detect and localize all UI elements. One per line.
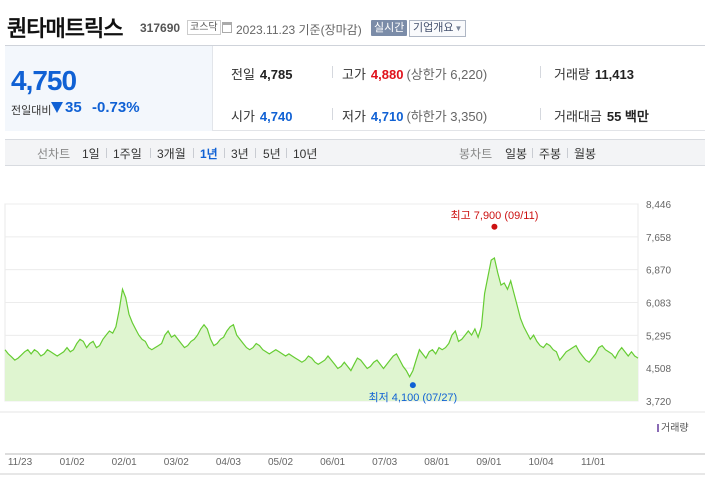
volume-legend-label: 거래량 [661,423,689,434]
prev-close: 전일 4,785 [231,64,292,83]
tab-period-1y[interactable]: 1년 [200,147,218,161]
low-label: 저가 [342,109,366,124]
tab-candle-monthly[interactable]: 월봉 [574,147,597,161]
tab-period-3y[interactable]: 3년 [231,147,249,161]
calendar-icon [222,22,232,33]
x-tick-label: 11/01 [581,457,606,468]
low-value: 4,710 [370,109,404,124]
x-tick-label: 09/01 [476,457,501,468]
current-price-box: 4,750 전일대비 35 -0.73% [5,46,213,131]
high-price: 고가 4,880 (상한가 6,220) [342,64,487,83]
x-tick-label: 03/02 [164,457,189,468]
stock-name: 퀀타매트릭스 [7,16,123,41]
diff-amount: 35 [65,99,82,116]
y-tick-label: 6,870 [646,266,671,277]
x-tick-label: 07/03 [372,457,397,468]
market-badge: 코스닥 [187,20,221,35]
tab-candle-daily[interactable]: 일봉 [505,147,528,161]
open-price: 시가 4,740 [231,106,292,125]
divider [532,148,533,158]
high-marker [491,223,498,230]
chart-tabs: 선차트 1일 1주일 3개월 1년 3년 5년 10년 봉차트 일봉 주봉 월봉 [5,139,705,166]
divider [193,148,194,158]
high-value: 4,880 [370,67,404,82]
open-label: 시가 [231,109,255,124]
divider [332,66,333,78]
y-tick-label: 3,720 [646,397,671,408]
x-tick-label: 10/04 [528,457,553,468]
y-tick-label: 7,658 [646,233,671,244]
date-text: 2023.11.23 기준(장마감) [236,23,362,37]
x-tick-label: 04/03 [216,457,241,468]
x-tick-label: 11/23 [8,457,33,468]
volume-legend: 거래량 [657,419,689,434]
price-line [4,257,639,379]
trade-amount: 거래대금 55 백만 [554,106,649,125]
company-overview-label: 기업개요 [413,22,454,34]
x-tick-label: 08/01 [424,457,449,468]
divider [150,148,151,158]
divider [540,108,541,120]
tab-period-5y[interactable]: 5년 [263,147,281,161]
divider [224,148,225,158]
line-chart-label: 선차트 [37,147,71,161]
open-value: 4,740 [259,109,293,124]
volume-label: 거래량 [554,67,590,82]
y-tick-label: 5,295 [646,331,671,342]
current-price: 4,750 [11,65,77,96]
divider [286,148,287,158]
company-overview-button[interactable]: 기업개요▼ [409,20,467,37]
volume-value: 11,413 [594,67,634,82]
divider [106,148,107,158]
header: 퀀타매트릭스 317690 코스닥 2023.11.23 기준(장마감) 실시간… [0,0,705,44]
tab-period-10y[interactable]: 10년 [293,147,318,161]
candle-chart-label: 봉차트 [459,147,493,161]
low-marker [409,382,416,389]
price-area [5,258,638,401]
prev-close-value: 4,785 [259,67,293,82]
tab-period-3m[interactable]: 3개월 [157,147,186,161]
divider [540,66,541,78]
low-annotation: 최저 4,100 (07/27) [368,391,457,404]
price-summary: 4,750 전일대비 35 -0.73% 전일 4,785 고가 4,880 (상한가… [5,45,705,131]
tab-period-1d[interactable]: 1일 [82,147,100,161]
volume-legend-swatch [657,424,659,432]
divider [255,148,256,158]
prev-close-label: 전일 [231,67,255,82]
tab-period-1w[interactable]: 1주일 [113,147,142,161]
lower-limit: (하한가 3,350) [406,109,488,124]
diff-percent: -0.73% [92,99,140,116]
divider [332,108,333,120]
price-chart-svg: 8,446 7,658 6,870 6,083 5,295 4,508 3,720 최고 7,… [0,200,705,475]
y-tick-label: 6,083 [646,299,671,310]
volume: 거래량 11,413 [554,64,634,83]
x-tick-label: 01/02 [60,457,85,468]
low-price: 저가 4,710 (하한가 3,350) [342,106,487,125]
trade-amount-label: 거래대금 [554,109,602,124]
y-tick-label: 8,446 [646,200,671,211]
upper-limit: (상한가 6,220) [406,67,488,82]
diff-label: 전일대비 [11,105,52,117]
x-tick-label: 05/02 [268,457,293,468]
x-tick-label: 02/01 [112,457,137,468]
price-chart[interactable]: 8,446 7,658 6,870 6,083 5,295 4,508 3,720 최고 7,… [0,190,705,495]
chevron-down-icon: ▼ [454,24,463,33]
x-tick-label: 06/01 [320,457,345,468]
divider [567,148,568,158]
high-annotation: 최고 7,900 (09/11) [450,209,538,222]
high-label: 고가 [342,67,366,82]
y-tick-label: 4,508 [646,364,671,375]
stock-code: 317690 [140,21,181,35]
tab-candle-weekly[interactable]: 주봉 [539,147,562,161]
realtime-button[interactable]: 실시간 [371,20,408,36]
trade-amount-value: 55 백만 [606,109,649,124]
down-arrow-icon [51,102,63,113]
